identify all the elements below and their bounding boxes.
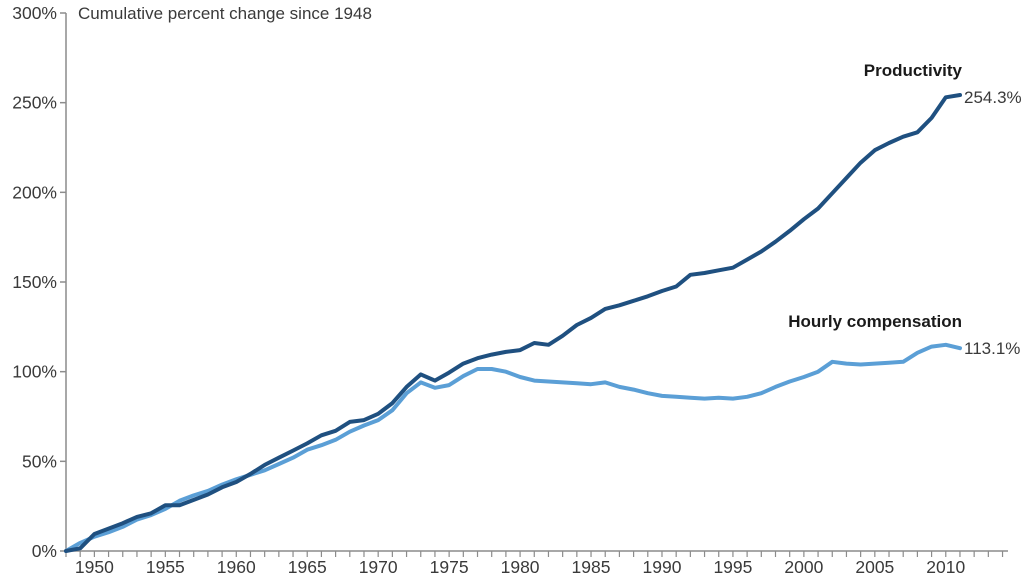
y-tick-label: 200% bbox=[12, 182, 57, 202]
hourly-compensation-line bbox=[64, 342, 962, 553]
productivity-end-value: 254.3% bbox=[964, 88, 1022, 107]
y-tick-label: 250% bbox=[12, 93, 57, 113]
x-tick-label: 2000 bbox=[784, 557, 823, 577]
y-tick-label: 50% bbox=[22, 451, 57, 471]
x-tick-label: 1960 bbox=[217, 557, 256, 577]
chart-title: Cumulative percent change since 1948 bbox=[78, 4, 372, 23]
x-tick-label: 1980 bbox=[501, 557, 540, 577]
x-tick-label: 1990 bbox=[643, 557, 682, 577]
y-tick-label: 100% bbox=[12, 362, 57, 382]
x-tick-label: 1970 bbox=[359, 557, 398, 577]
x-tick-label: 1955 bbox=[146, 557, 185, 577]
productivity-line bbox=[64, 93, 962, 553]
x-tick-label: 1975 bbox=[430, 557, 469, 577]
x-tick-label: 2005 bbox=[855, 557, 894, 577]
x-tick-label: 2010 bbox=[926, 557, 965, 577]
y-tick-label: 0% bbox=[32, 541, 57, 561]
y-tick-label: 150% bbox=[12, 272, 57, 292]
hourly-compensation-end-value: 113.1% bbox=[964, 339, 1021, 358]
x-tick-label: 1985 bbox=[572, 557, 611, 577]
hourly-compensation-series-label: Hourly compensation bbox=[788, 312, 962, 331]
productivity-series-label: Productivity bbox=[863, 61, 962, 80]
y-tick-label: 300% bbox=[12, 3, 57, 23]
x-tick-label: 1995 bbox=[713, 557, 752, 577]
x-tick-label: 1950 bbox=[75, 557, 114, 577]
x-tick-label: 1965 bbox=[288, 557, 327, 577]
